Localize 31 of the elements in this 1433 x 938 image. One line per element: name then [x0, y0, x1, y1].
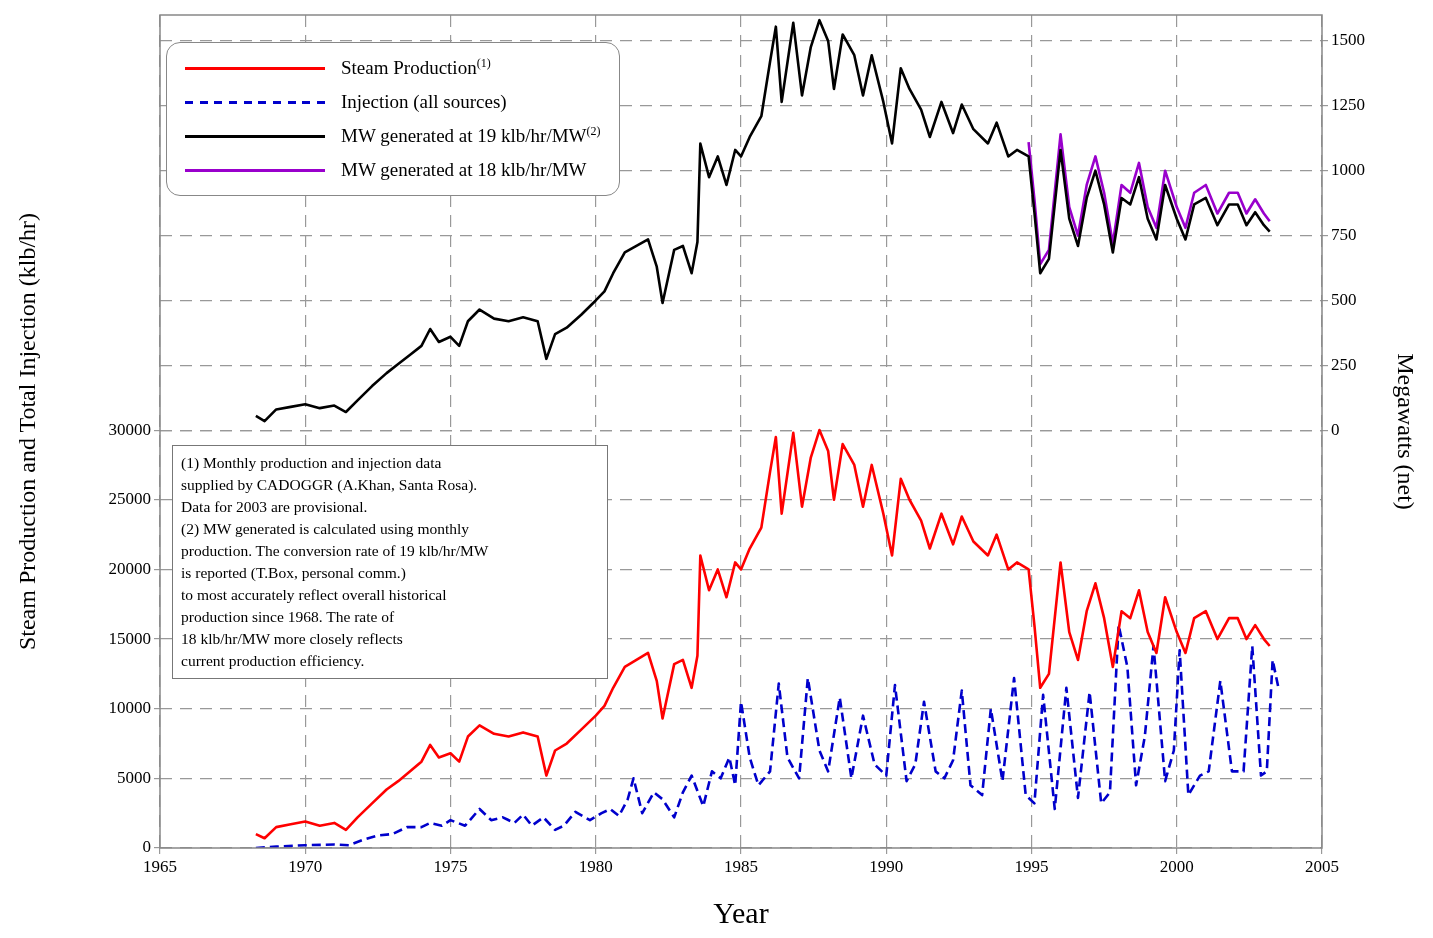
- x-tick-label: 2005: [1305, 856, 1339, 876]
- x-tick-label: 1995: [1014, 856, 1049, 876]
- x-tick-label: 1965: [143, 856, 177, 876]
- y2-tick-label: 500: [1331, 289, 1357, 309]
- y2-tick-label: 1000: [1331, 160, 1365, 180]
- y-axis-title: Steam Production and Total Injection (klb/hr): [13, 212, 40, 651]
- y2-tick-label: 250: [1331, 354, 1357, 374]
- legend-label: MW generated at 18 klb/hr/MW: [341, 159, 587, 181]
- y-tick-label: 10000: [108, 698, 151, 718]
- note-box: (1) Monthly production and injection data supplied by CADOGGR (A.Khan, Santa Rosa). Data for 2003 are provisional. (2) MW generated is calculated using monthly production. The conversion rate of 19 klb/hr/MW is reported (T.Box, personal comm.) to most accurately reflect overall historical production since 1968. The rate of 18 klb/hr/MW more closely reflects current production efficiency.: [172, 445, 608, 679]
- y-tick-label: 30000: [108, 419, 151, 439]
- x-tick-label: 1990: [869, 856, 904, 876]
- legend-label: MW generated at 19 klb/hr/MW$^{(2)}$: [341, 124, 601, 148]
- legend-label: Steam Production$^{(1)}$: [341, 56, 491, 80]
- y-tick-label: 0: [142, 837, 151, 857]
- y-tick-label: 20000: [108, 558, 151, 578]
- y2-tick-label: 0: [1331, 419, 1340, 439]
- x-tick-label: 1985: [724, 856, 758, 876]
- y2-tick-label: 1250: [1331, 95, 1365, 115]
- x-tick-label: 1970: [288, 856, 323, 876]
- x-axis-title: Year: [713, 895, 769, 929]
- x-tick-label: 2000: [1159, 856, 1194, 876]
- x-tick-label: 1980: [578, 856, 613, 876]
- y-tick-label: 25000: [108, 489, 151, 509]
- y2-tick-label: 1500: [1331, 30, 1365, 50]
- y-tick-label: 15000: [108, 628, 151, 648]
- x-tick-label: 1975: [433, 856, 468, 876]
- y2-tick-label: 750: [1331, 225, 1357, 245]
- y2-axis-title: Megawatts (net): [1393, 353, 1420, 510]
- legend-label: Injection (all sources): [341, 91, 507, 113]
- y-tick-label: 5000: [117, 767, 151, 787]
